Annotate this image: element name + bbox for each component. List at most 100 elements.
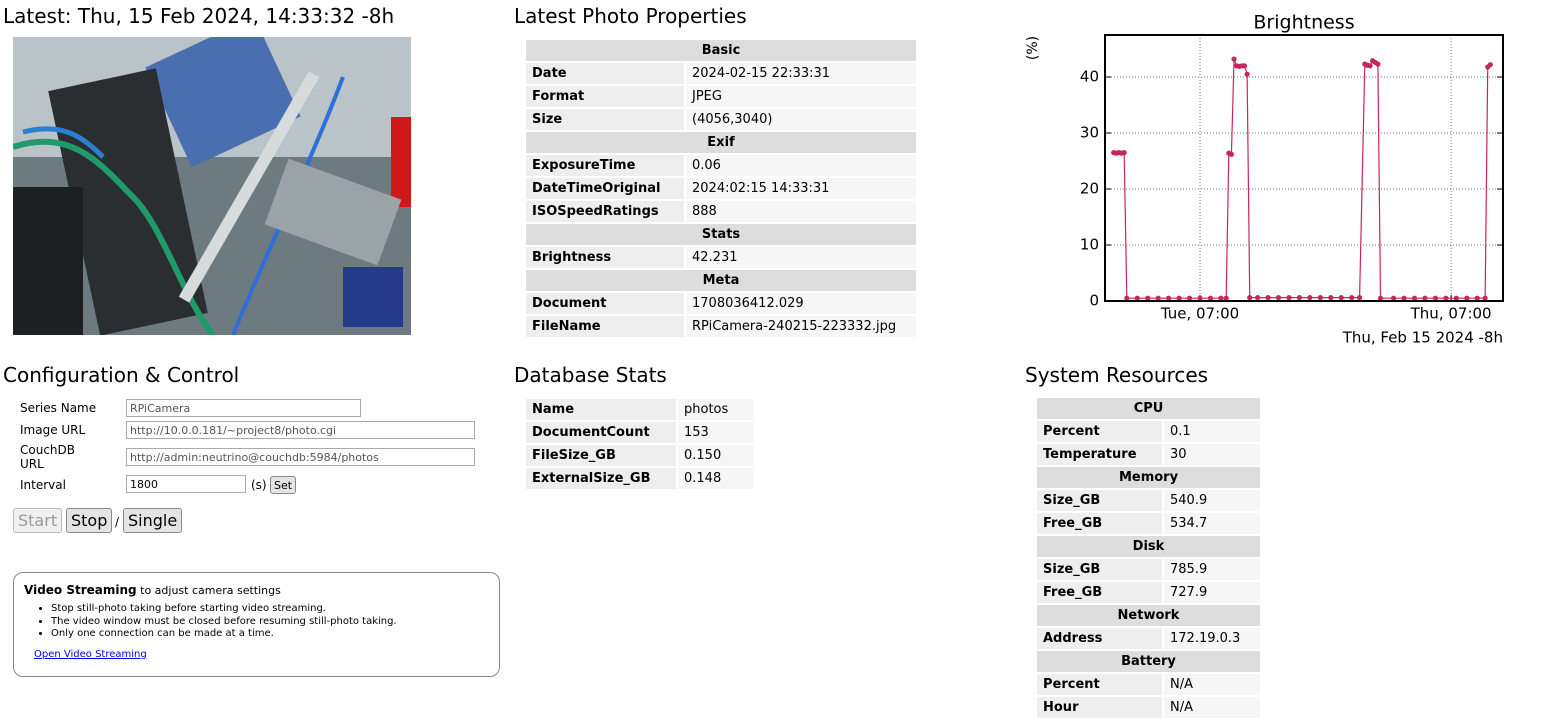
row-key: Brightness <box>526 247 684 268</box>
table-row: Format JPEG <box>526 86 916 107</box>
table-row: Free_GB 727.9 <box>1037 582 1260 603</box>
config-title: Configuration & Control <box>3 363 240 387</box>
table-row: ExternalSize_GB 0.148 <box>526 468 754 489</box>
section-heading: Disk <box>1037 536 1260 557</box>
section-heading: Exif <box>526 132 916 153</box>
y-tick-label: 10 <box>1080 236 1099 254</box>
row-value: RPiCamera-240215-223332.jpg <box>686 316 916 337</box>
section-row: Network <box>1037 605 1260 626</box>
data-point <box>1244 71 1250 77</box>
row-key: Size <box>526 109 684 130</box>
x-tick-label: Thu, 07:00 <box>1410 305 1492 323</box>
table-row: FileName RPiCamera-240215-223332.jpg <box>526 316 916 337</box>
row-value: 172.19.0.3 <box>1164 628 1260 649</box>
row-value: 2024:02:15 14:33:31 <box>686 178 916 199</box>
data-point <box>1218 295 1224 301</box>
section-row: Meta <box>526 270 916 291</box>
data-line <box>1113 58 1491 299</box>
chart-title: Brightness <box>1253 12 1354 34</box>
x-tick-label: Tue, 07:00 <box>1160 305 1239 323</box>
data-point <box>1317 295 1323 301</box>
section-heading: CPU <box>1037 398 1260 419</box>
field-label: Series Name <box>20 401 97 415</box>
row-value: 727.9 <box>1164 582 1260 603</box>
set-button[interactable]: Set <box>270 476 297 494</box>
data-point <box>1453 295 1459 301</box>
row-value: 0.148 <box>678 468 754 489</box>
single-button[interactable]: Single <box>123 508 183 533</box>
table-row: Size_GB 540.9 <box>1037 490 1260 511</box>
data-point <box>1377 295 1384 301</box>
row-value: 42.231 <box>686 247 916 268</box>
data-point <box>1307 295 1313 301</box>
data-point <box>1356 295 1363 301</box>
row-key: Size_GB <box>1037 559 1162 580</box>
data-point <box>1166 295 1172 301</box>
data-point <box>1176 295 1182 301</box>
row-value: 0.06 <box>686 155 916 176</box>
row-value: 540.9 <box>1164 490 1260 511</box>
data-point <box>1207 295 1214 301</box>
start-button[interactable]: Start <box>13 508 63 533</box>
data-point <box>1482 295 1488 301</box>
series-name-input[interactable] <box>126 399 361 417</box>
image-url-input[interactable] <box>126 421 475 439</box>
x-axis-label: Thu, Feb 15 2024 -8h <box>1342 329 1503 347</box>
row-key: Name <box>526 399 676 420</box>
row-key: Percent <box>1037 421 1162 442</box>
data-point <box>1231 56 1237 62</box>
data-point <box>1464 295 1470 301</box>
row-value: 153 <box>678 422 754 443</box>
video-heading: Video Streaming <box>24 583 137 597</box>
table-row: Hour N/A <box>1037 697 1260 718</box>
data-point <box>1197 295 1203 301</box>
video-subtitle: to adjust camera settings <box>140 584 281 597</box>
data-point <box>1296 295 1303 301</box>
table-row: Percent 0.1 <box>1037 421 1260 442</box>
row-value: N/A <box>1164 674 1260 695</box>
row-value: photos <box>678 399 754 420</box>
row-value: 888 <box>686 201 916 222</box>
video-link[interactable]: Open Video Streaming <box>34 648 147 660</box>
row-value: 534.7 <box>1164 513 1260 534</box>
table-row: DocumentCount 153 <box>526 422 754 443</box>
row-key: Hour <box>1037 697 1162 718</box>
interval-input[interactable] <box>126 475 246 493</box>
table-row: ISOSpeedRatings 888 <box>526 201 916 222</box>
table-row: ExposureTime 0.06 <box>526 155 916 176</box>
couchdb-url-input[interactable] <box>126 448 475 466</box>
data-point <box>1241 63 1248 69</box>
row-value: N/A <box>1164 697 1260 718</box>
field-label: Image URL <box>20 423 86 437</box>
row-value: 1708036412.029 <box>686 293 916 314</box>
row-key: ExposureTime <box>526 155 684 176</box>
row-value: (4056,3040) <box>686 109 916 130</box>
table-row: Address 172.19.0.3 <box>1037 628 1260 649</box>
stop-button[interactable]: Stop <box>66 508 113 533</box>
video-box: Video Streaming to adjust camera setting… <box>13 572 500 677</box>
table-body: Name photos DocumentCount 153 FileSize_GB 0.1… <box>526 399 754 489</box>
video-note: Only one connection can be made at a tim… <box>51 628 489 641</box>
row-value: 0.150 <box>678 445 754 466</box>
section-row: Memory <box>1037 467 1260 488</box>
row-key: Address <box>1037 628 1162 649</box>
table-row: Date 2024-02-15 22:33:31 <box>526 63 916 84</box>
row-key: DocumentCount <box>526 422 676 443</box>
data-point <box>1155 295 1161 301</box>
video-note: The video window must be closed before r… <box>51 616 489 629</box>
latest-title: Latest: Thu, 15 Feb 2024, 14:33:32 -8h <box>3 4 395 28</box>
row-value: 785.9 <box>1164 559 1260 580</box>
section-row: Disk <box>1037 536 1260 557</box>
row-key: FileName <box>526 316 684 337</box>
y-tick-label: 0 <box>1089 292 1099 310</box>
row-key: Document <box>526 293 684 314</box>
section-heading: Memory <box>1037 467 1260 488</box>
data-point <box>1186 295 1193 301</box>
table: Basic Date 2024-02-15 22:33:31 Format JPEG Si… <box>524 38 918 339</box>
row-key: Temperature <box>1037 444 1162 465</box>
table-row: Size_GB 785.9 <box>1037 559 1260 580</box>
section-heading: Basic <box>526 40 916 61</box>
y-tick-label: 40 <box>1080 68 1099 86</box>
